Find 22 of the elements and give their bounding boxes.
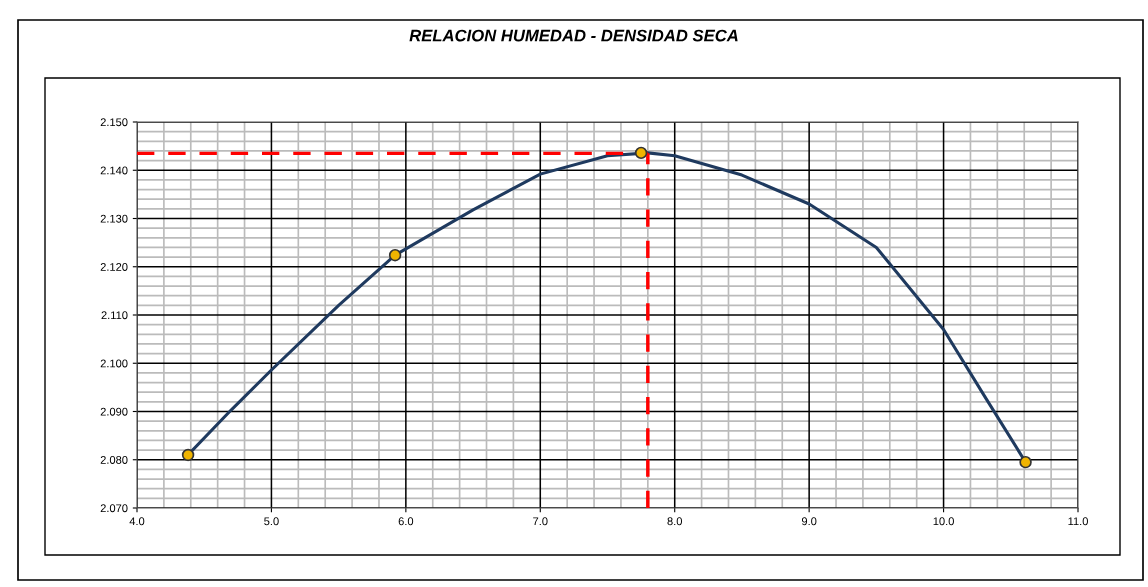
y-tick-label: 2.140 bbox=[100, 166, 128, 175]
y-tick-label: 2.110 bbox=[101, 311, 128, 320]
y-tick-label: 2.100 bbox=[100, 359, 128, 368]
y-tick-label: 2.080 bbox=[100, 456, 128, 464]
y-tick-label: 2.150 bbox=[100, 118, 128, 127]
y-tick-label: 2.130 bbox=[100, 214, 128, 223]
point bbox=[1019, 455, 1032, 469]
x-tick-label: 4.0 bbox=[129, 517, 145, 526]
chart-title: RELACION HUMEDAD - DENSIDAD SECA bbox=[409, 29, 738, 42]
point bbox=[181, 448, 195, 462]
x-tick-label: 11.0 bbox=[1068, 517, 1088, 526]
x-tick-label: 7.0 bbox=[533, 517, 548, 526]
x-tick-label: 6.0 bbox=[398, 517, 414, 526]
x-tick-label: 9.0 bbox=[801, 517, 817, 526]
y-tick-label: 2.120 bbox=[100, 263, 128, 271]
x-tick-label: 10.0 bbox=[933, 517, 954, 526]
point bbox=[634, 146, 648, 160]
y-tick-label: 2.070 bbox=[100, 504, 128, 513]
x-tick-label: 8.0 bbox=[667, 517, 682, 526]
x-tick-label: 5.0 bbox=[264, 517, 279, 526]
y-tick-label: 2.090 bbox=[100, 407, 128, 416]
point bbox=[388, 248, 402, 262]
